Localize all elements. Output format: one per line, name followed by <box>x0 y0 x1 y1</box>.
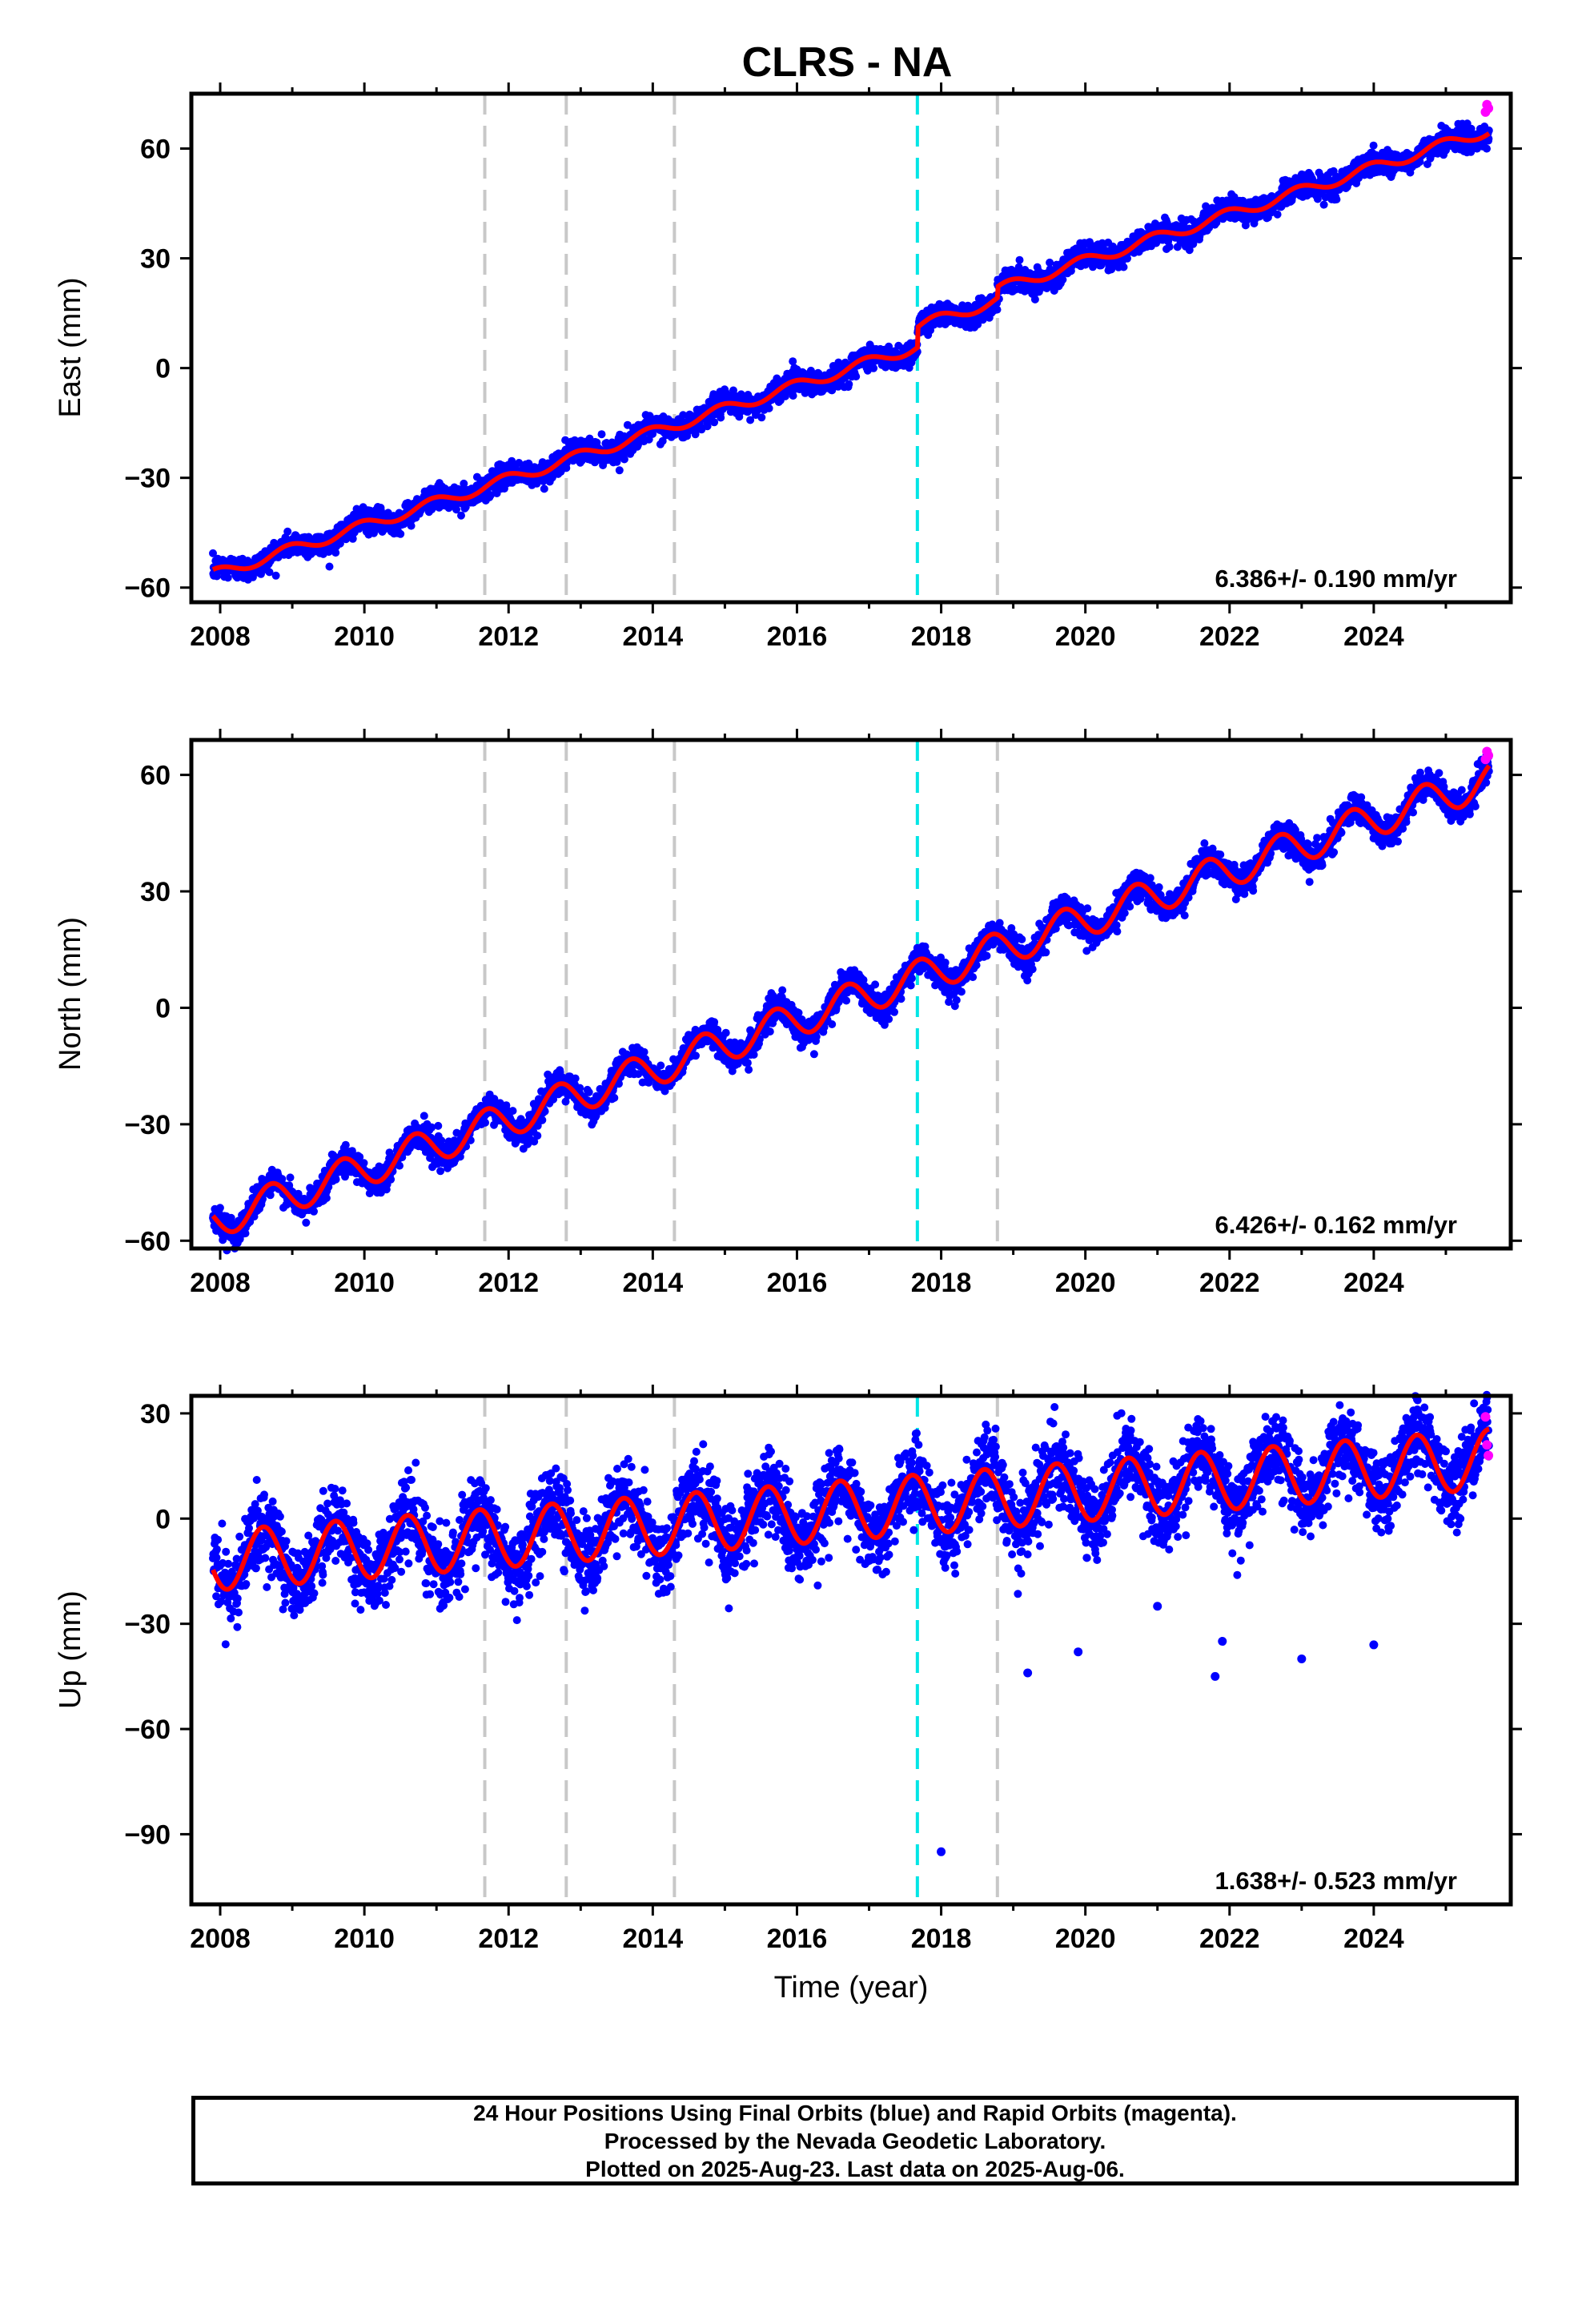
chart-title: CLRS - NA <box>742 39 953 86</box>
data-point <box>703 422 712 431</box>
rate-label-east: 6.386+/- 0.190 mm/yr <box>1215 565 1457 593</box>
data-point <box>407 521 416 530</box>
data-point <box>597 430 606 439</box>
x-tick-label: 2016 <box>767 621 828 652</box>
data-point <box>486 491 495 500</box>
data-point <box>310 1207 318 1216</box>
data-point <box>434 1121 443 1130</box>
y-axis-label-east: East (mm) <box>54 277 87 417</box>
data-point <box>452 505 460 514</box>
panel-north: North (mm) 6.426+/- 0.162 mm/yr −60−3003… <box>54 729 1522 1298</box>
data-point <box>223 573 232 582</box>
data-point <box>265 568 274 577</box>
data-point <box>215 1204 224 1212</box>
data-point <box>420 1112 428 1120</box>
y-tick-label: −30 <box>124 464 171 494</box>
data-point <box>540 485 548 493</box>
data-point <box>620 455 628 464</box>
data-point <box>1332 195 1341 203</box>
data-point <box>845 380 853 388</box>
y-tick-label: 0 <box>155 354 171 384</box>
final-orbit-points-north <box>209 750 1493 1255</box>
data-point <box>1015 255 1024 264</box>
data-point <box>1165 243 1174 251</box>
data-point <box>286 1173 295 1182</box>
data-point <box>331 1175 340 1184</box>
x-tick-label: 2010 <box>334 621 395 652</box>
data-point <box>1483 144 1491 153</box>
data-point <box>1119 263 1128 271</box>
data-point <box>1319 200 1328 209</box>
data-point <box>302 1218 311 1227</box>
x-tick-label: 2020 <box>1055 621 1116 652</box>
data-point <box>1369 141 1378 150</box>
data-point <box>508 1107 517 1116</box>
data-point <box>359 1159 368 1168</box>
final-orbit-points-east <box>209 119 1493 584</box>
x-tick-label: 2018 <box>911 621 972 652</box>
rapid-orbit-point <box>1484 103 1494 114</box>
data-point <box>325 562 334 571</box>
data-point <box>757 413 766 422</box>
data-point <box>1273 210 1282 219</box>
y-tick-label: 60 <box>140 135 171 165</box>
x-tick-label: 2012 <box>478 621 539 652</box>
data-point <box>283 527 292 536</box>
data-point <box>457 511 465 520</box>
y-tick-label: −60 <box>124 573 171 604</box>
data-point <box>717 413 725 422</box>
plot-area-east <box>209 94 1494 602</box>
y-tick-label: 30 <box>140 244 171 275</box>
panel-east: East (mm) 6.386+/- 0.190 mm/yr −60 −30 0 30… <box>54 82 1522 652</box>
x-tick-label: 2008 <box>190 621 251 652</box>
x-tick-label: 2022 <box>1199 621 1260 652</box>
data-point <box>993 305 1002 314</box>
data-point <box>209 549 217 557</box>
data-point <box>271 571 280 580</box>
x-tick-label: 2024 <box>1343 621 1404 652</box>
data-point <box>436 1167 445 1176</box>
data-point <box>765 404 773 412</box>
data-point <box>460 479 468 488</box>
data-point <box>481 1118 489 1127</box>
x-tick-label: 2014 <box>623 621 684 652</box>
data-point <box>648 429 657 438</box>
data-point <box>1058 275 1067 284</box>
data-point <box>370 529 378 537</box>
data-point <box>396 529 405 538</box>
data-point <box>852 372 861 381</box>
data-point <box>331 549 340 557</box>
data-point <box>322 1194 331 1202</box>
data-point <box>869 364 878 372</box>
plot-area-north <box>209 740 1494 1255</box>
data-point <box>710 418 719 427</box>
data-point <box>615 466 624 475</box>
data-point <box>658 436 667 445</box>
